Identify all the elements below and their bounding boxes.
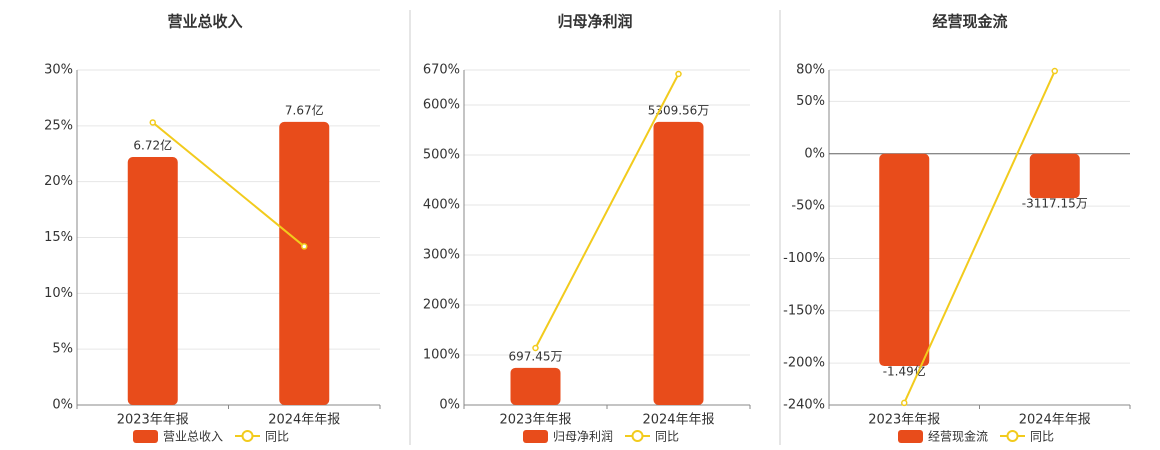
x-tick-label: 2024年年报 [642, 413, 714, 428]
y-tick-label: 600% [423, 98, 460, 113]
chart-title: 营业总收入 [167, 13, 242, 31]
x-tick-label: 2024年年报 [268, 413, 340, 428]
legend-swatch [241, 430, 254, 442]
y-tick-label: 80% [796, 63, 825, 78]
y-tick-label: 300% [423, 248, 460, 263]
legend-label: 经营现金流 [928, 429, 988, 444]
y-tick-label: 20% [44, 174, 73, 189]
line-point [149, 119, 156, 126]
legend-label: 同比 [265, 430, 289, 444]
x-tick-label: 2023年年报 [117, 413, 189, 428]
y-tick-label: -100% [783, 251, 825, 266]
y-tick-label: -150% [783, 303, 825, 318]
legend-swatch [898, 430, 923, 443]
legend-label: 同比 [1030, 430, 1054, 444]
y-tick-label: 200% [423, 298, 460, 313]
legend-label: 归母净利润 [553, 430, 613, 444]
bar [879, 153, 930, 367]
y-tick-label: 25% [44, 118, 73, 133]
line-point [1051, 67, 1058, 75]
y-tick-label: 10% [44, 286, 73, 301]
line-point [301, 243, 308, 250]
legend-swatch [133, 430, 158, 443]
legend-swatch [631, 430, 644, 442]
y-tick-label: -200% [783, 356, 825, 371]
y-tick-label: 400% [423, 198, 460, 213]
value-label: 5309.56万 [648, 103, 710, 117]
chart-title: 归母净利润 [557, 13, 632, 31]
y-tick-label: 50% [796, 94, 825, 109]
x-tick-label: 2023年年报 [868, 413, 940, 428]
value-label: 7.67亿 [285, 102, 324, 117]
value-label: -1.49亿 [883, 364, 926, 379]
y-tick-label: 30% [44, 63, 73, 78]
legend-label: 同比 [655, 430, 679, 444]
y-tick-label: 100% [423, 348, 460, 363]
bar [1029, 153, 1080, 199]
y-tick-label: 5% [52, 342, 73, 357]
bar [279, 121, 330, 406]
bar [127, 156, 178, 405]
legend-swatch [1006, 430, 1019, 442]
value-label: 6.72亿 [133, 137, 172, 152]
x-tick-label: 2024年年报 [1019, 413, 1091, 428]
line [534, 73, 680, 349]
value-label: -3117.15万 [1022, 197, 1088, 211]
x-tick-label: 2023年年报 [499, 413, 571, 428]
y-tick-label: 15% [44, 230, 73, 245]
y-tick-label: 0% [439, 398, 460, 413]
line-point [675, 70, 682, 78]
y-tick-label: -240% [783, 398, 825, 413]
y-tick-label: 0% [52, 398, 73, 413]
y-tick-label: -50% [791, 199, 825, 214]
bar [653, 121, 704, 406]
line-point [901, 399, 908, 407]
line-point [532, 344, 539, 352]
value-label: 697.45万 [509, 349, 563, 363]
legend-label: 营业总收入 [163, 430, 223, 444]
y-tick-label: 500% [423, 148, 460, 163]
y-tick-label: 670% [423, 63, 460, 78]
legend-swatch [523, 430, 548, 443]
line [152, 121, 305, 248]
line [903, 70, 1056, 404]
bar [510, 367, 561, 405]
y-tick-label: 0% [804, 146, 825, 161]
chart-title: 经营现金流 [932, 13, 1007, 31]
